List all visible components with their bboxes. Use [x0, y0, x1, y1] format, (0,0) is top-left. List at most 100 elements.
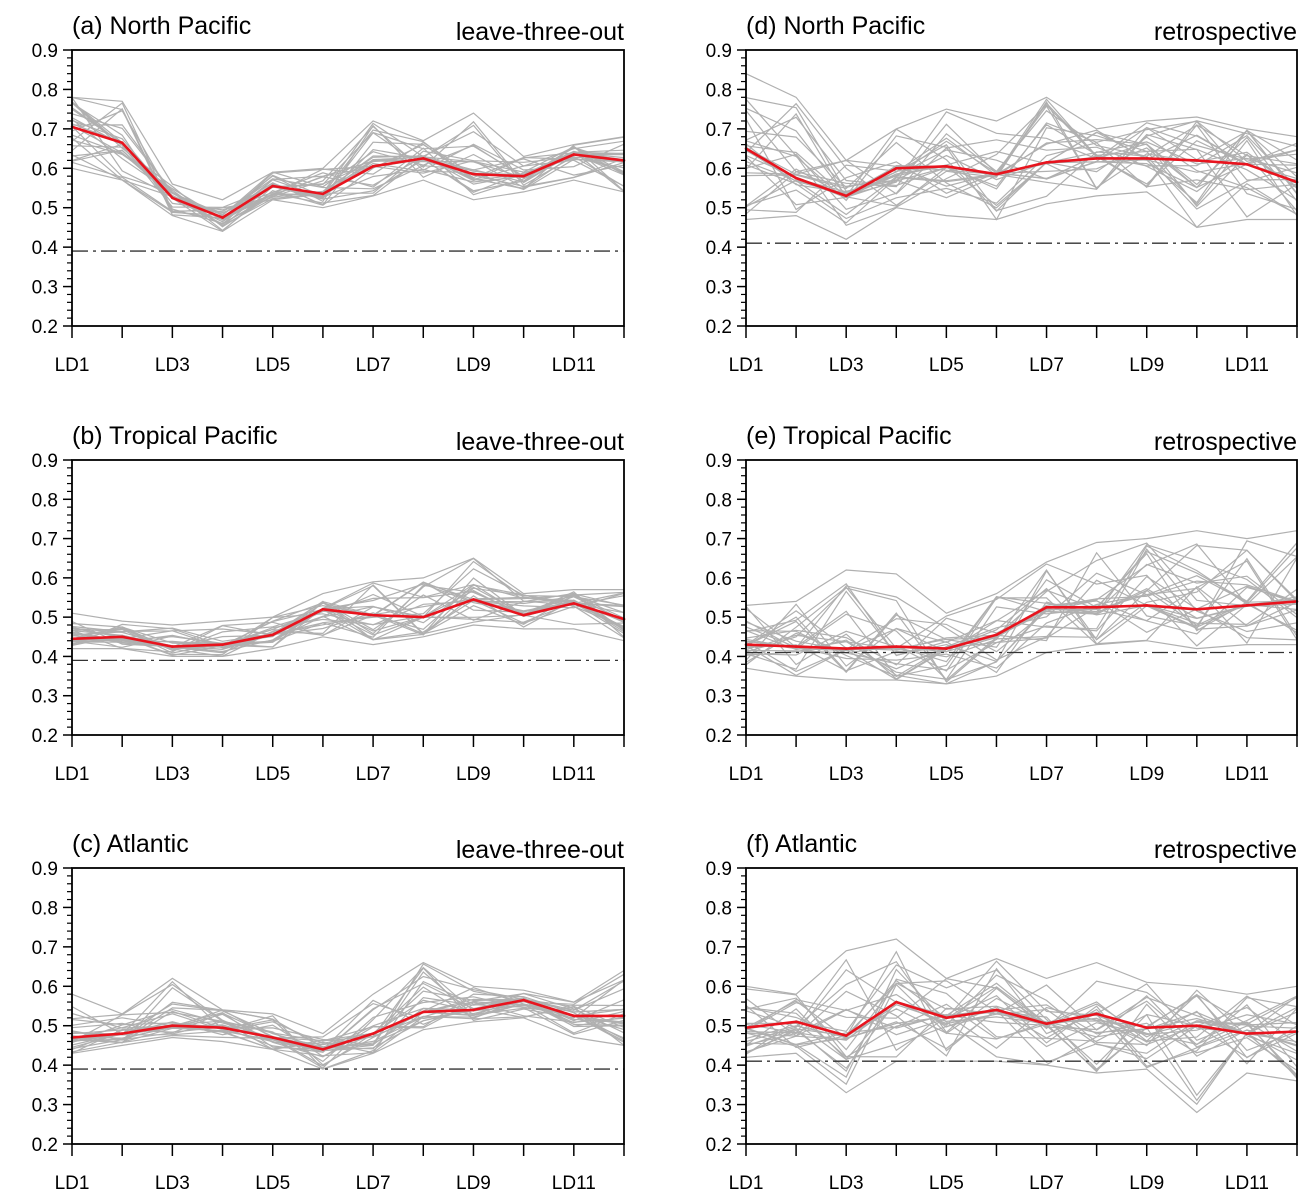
y-tick-label: 0.5 — [32, 608, 58, 629]
x-tick-label: LD5 — [929, 1173, 964, 1194]
ensemble-line — [745, 983, 1298, 1086]
ensemble-line — [745, 98, 1298, 187]
ensemble-members — [745, 938, 1298, 1114]
ensemble-line — [745, 994, 1298, 1067]
x-tick-label: LD7 — [1029, 355, 1064, 376]
y-tick-label: 0.2 — [706, 726, 732, 747]
x-tick-label: LD9 — [1129, 1173, 1164, 1194]
panel-4: 0.2 0.3 0.4 0.5 0.6 0.7 0.8 0.9 LD1 LD3 LD5 LD7 LD9 L… — [706, 12, 1299, 376]
mean-point — [1045, 606, 1048, 609]
panel-6: 0.2 0.3 0.4 0.5 0.6 0.7 0.8 0.9 LD1 LD3 LD5 LD7 LD9 L… — [706, 830, 1299, 1194]
mean-point — [1245, 163, 1249, 166]
y-tick-label: 0.2 — [32, 726, 58, 747]
ensemble-line — [71, 581, 625, 648]
mean-line — [71, 125, 625, 219]
mean-point — [522, 613, 525, 617]
y-tick-label: 0.5 — [32, 199, 58, 220]
ensemble-line — [745, 960, 1298, 1043]
y-tick-label: 0.8 — [706, 490, 732, 511]
x-tick-label: LD9 — [456, 355, 491, 376]
y-tick-label: 0.9 — [32, 41, 58, 62]
panel-1: 0.2 0.3 0.4 0.5 0.6 0.7 0.8 0.9 LD1 LD3 LD5 LD7 LD9 L… — [32, 12, 626, 376]
y-tick-label: 0.3 — [706, 1096, 732, 1117]
ensemble-line — [745, 984, 1298, 1068]
y-tick-label: 0.6 — [32, 977, 58, 998]
panel-tag: retrospective — [1154, 836, 1297, 864]
panel-tag: leave-three-out — [456, 18, 624, 46]
mean-point — [120, 1032, 124, 1035]
x-tick-label: LD1 — [729, 764, 764, 785]
mean-point — [421, 615, 425, 619]
y-tick-label: 0.8 — [32, 490, 58, 511]
mean-point — [572, 1014, 576, 1018]
mean-point — [1095, 157, 1098, 160]
ensemble-line — [745, 543, 1298, 681]
y-tick-label: 0.6 — [706, 159, 732, 180]
plot-frame — [71, 49, 625, 327]
ensemble-line — [745, 640, 1297, 685]
x-tick-label: LD1 — [55, 764, 90, 785]
mean-point — [271, 1036, 275, 1039]
mean-point — [794, 176, 798, 180]
plot-frame — [71, 867, 625, 1145]
x-tick-label: LD3 — [155, 1173, 190, 1194]
ensemble-members — [71, 96, 625, 233]
y-tick-label: 0.5 — [706, 1017, 732, 1038]
x-tick-label: LD11 — [552, 764, 596, 785]
ensemble-line — [745, 105, 1298, 207]
y-tick-label: 0.8 — [32, 898, 58, 919]
y-tick-label: 0.4 — [706, 1056, 733, 1077]
ensemble-line — [745, 602, 1298, 685]
ensemble-line — [745, 141, 1298, 209]
y-tick-label: 0.6 — [706, 569, 732, 590]
y-tick-label: 0.2 — [32, 1135, 58, 1156]
ensemble-line — [71, 966, 625, 1069]
y-tick-label: 0.9 — [706, 451, 732, 472]
ensemble-line — [745, 191, 1297, 240]
y-tick-label: 0.7 — [706, 120, 732, 141]
x-tick-label: LD11 — [1225, 1173, 1269, 1194]
ensemble-line — [71, 102, 625, 228]
x-tick-label: LD9 — [1129, 764, 1164, 785]
y-tick-label: 0.7 — [706, 938, 732, 959]
panel-title: (f) Atlantic — [746, 830, 857, 858]
plot-frame — [71, 459, 625, 736]
ensemble-line — [71, 1017, 625, 1070]
x-tick-label: LD5 — [929, 355, 964, 376]
ensemble-line — [745, 545, 1298, 667]
x-tick-label: LD1 — [729, 355, 764, 376]
mean-point — [171, 196, 174, 200]
mean-point — [472, 1008, 475, 1012]
y-tick-label: 0.6 — [32, 569, 58, 590]
mean-point — [945, 647, 948, 650]
y-tick-label: 0.6 — [706, 977, 732, 998]
mean-point — [572, 602, 576, 605]
mean-point — [1245, 604, 1249, 607]
mean-point — [572, 153, 576, 156]
y-tick-label: 0.7 — [706, 530, 732, 551]
ensemble-line — [745, 549, 1298, 681]
y-tick-label: 0.2 — [32, 317, 58, 338]
y-tick-label: 0.6 — [32, 159, 58, 180]
panel-tag: leave-three-out — [456, 836, 624, 864]
x-tick-label: LD7 — [356, 764, 391, 785]
ensemble-line — [745, 960, 1298, 1039]
ensemble-line — [745, 974, 1298, 1058]
ensemble-line — [71, 998, 625, 1050]
ensemble-line — [745, 129, 1298, 195]
mean-point — [945, 1016, 948, 1020]
mean-point — [1145, 604, 1149, 607]
y-tick-label: 0.4 — [32, 647, 59, 668]
x-tick-label: LD5 — [255, 355, 290, 376]
mean-point — [522, 998, 525, 1002]
mean-point — [321, 1048, 325, 1051]
y-tick-label: 0.2 — [706, 1135, 732, 1156]
mean-point — [794, 645, 798, 648]
mean-point — [421, 1010, 425, 1014]
x-tick-label: LD1 — [729, 1173, 764, 1194]
ensemble-line — [71, 608, 625, 647]
y-tick-label: 0.3 — [706, 687, 732, 708]
y-tick-label: 0.3 — [706, 278, 732, 299]
mean-point — [421, 157, 425, 160]
